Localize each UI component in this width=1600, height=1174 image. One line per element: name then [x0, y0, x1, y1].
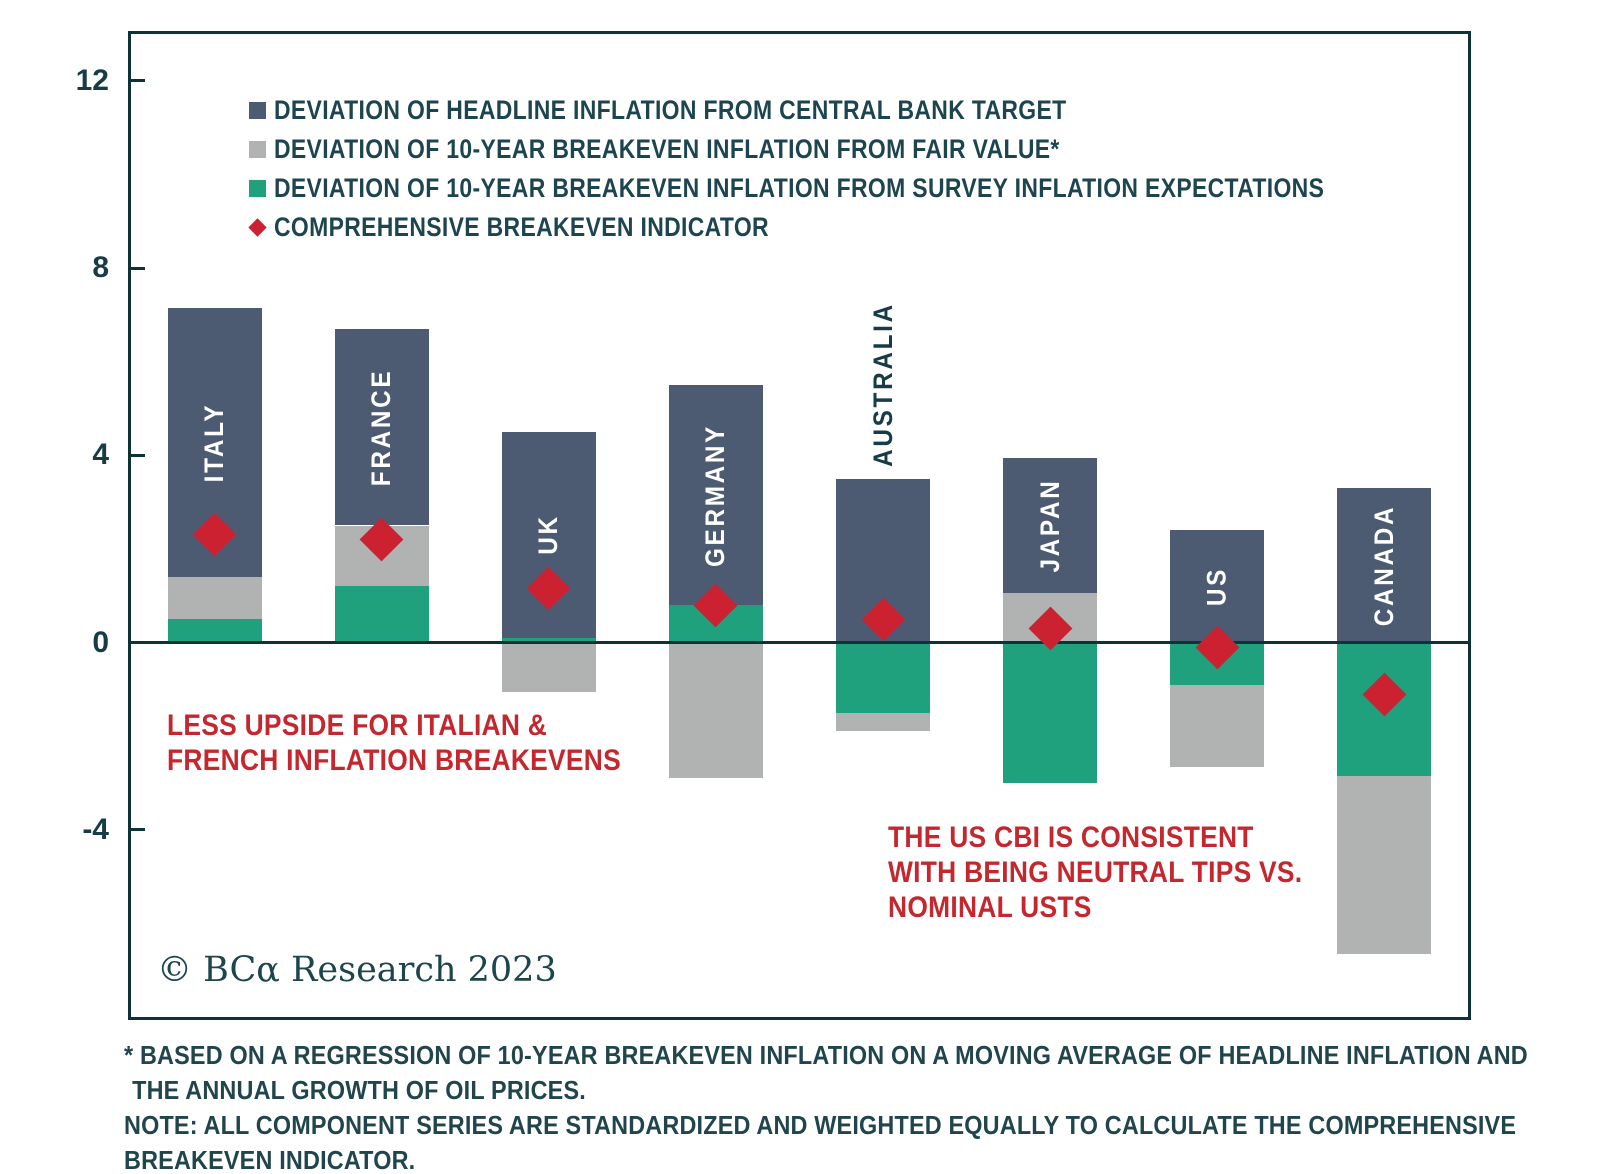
footnote-asterisk-line2: THE ANNUAL GROWTH OF OIL PRICES.: [132, 1075, 586, 1105]
country-label-uk: UK: [533, 514, 564, 556]
legend-label-fair_value: DEVIATION OF 10-YEAR BREAKEVEN INFLATION…: [274, 133, 1060, 164]
bar-segment-headline-japan: [1003, 457, 1098, 594]
annotation-1: LESS UPSIDE FOR ITALIAN & FRENCH INFLATIO…: [167, 708, 621, 778]
legend-item-fair_value: DEVIATION OF 10-YEAR BREAKEVEN INFLATION…: [249, 134, 1510, 164]
country-label-canada: CANADA: [1368, 504, 1399, 627]
bar-segment-fair_value-canada: [1337, 775, 1432, 954]
legend-item-survey: DEVIATION OF 10-YEAR BREAKEVEN INFLATION…: [249, 173, 1510, 203]
bar-segment-fair_value-australia: [836, 712, 931, 732]
annotation-2-line: THE US CBI IS CONSISTENT: [888, 821, 1254, 854]
y-tick-label--4: -4: [82, 812, 109, 846]
y-tick-mark-8: [131, 266, 145, 270]
y-tick-label-4: 4: [92, 438, 109, 472]
legend-swatch-fair_value: [249, 140, 266, 158]
country-label-australia: AUSTRALIA: [867, 301, 898, 467]
plot-area: DEVIATION OF HEADLINE INFLATION FROM CEN…: [76, 31, 1471, 1020]
bar-segment-fair_value-us: [1170, 684, 1265, 767]
y-tick-label-12: 12: [75, 63, 109, 97]
legend-swatch-survey: [249, 179, 266, 197]
y-tick-mark-4: [131, 453, 145, 457]
footnote-asterisk-line1: * BASED ON A REGRESSION OF 10-YEAR BREAK…: [124, 1040, 1528, 1070]
legend-label-cbi: COMPREHENSIVE BREAKEVEN INDICATOR: [274, 211, 769, 242]
legend-label-headline: DEVIATION OF HEADLINE INFLATION FROM CEN…: [274, 94, 1067, 125]
y-tick-mark-12: [131, 79, 145, 83]
country-label-germany: GERMANY: [700, 423, 731, 567]
legend-item-cbi: COMPREHENSIVE BREAKEVEN INDICATOR: [248, 211, 1510, 242]
annotation-2: THE US CBI IS CONSISTENT WITH BEING NEUTR…: [888, 820, 1302, 925]
bar-segment-fair_value-germany: [668, 642, 763, 779]
footnote-note-line2: BREAKEVEN INDICATOR.: [124, 1145, 416, 1174]
bar-segment-survey-japan: [1003, 642, 1098, 783]
country-label-us: US: [1201, 566, 1232, 606]
y-tick-label-0: 0: [92, 625, 109, 659]
bar-segment-fair_value-uk: [501, 642, 596, 692]
footnotes: * BASED ON A REGRESSION OF 10-YEAR BREAK…: [124, 1038, 1528, 1174]
annotation-1-line: LESS UPSIDE FOR ITALIAN &: [167, 709, 548, 742]
bar-segment-survey-france: [334, 586, 429, 643]
zero-axis-line: [131, 641, 1468, 645]
annotation-2-line: NOMINAL USTS: [888, 891, 1092, 924]
annotation-2-line: WITH BEING NEUTRAL TIPS VS.: [888, 856, 1303, 889]
legend: DEVIATION OF HEADLINE INFLATION FROM CEN…: [248, 95, 1510, 242]
bar-segment-survey-italy: [167, 619, 262, 643]
country-label-italy: ITALY: [198, 402, 229, 483]
legend-item-headline: DEVIATION OF HEADLINE INFLATION FROM CEN…: [249, 95, 1510, 125]
footnote-note-line1: NOTE: ALL COMPONENT SERIES ARE STANDARDI…: [124, 1110, 1517, 1140]
bar-segment-headline-us: [1170, 530, 1265, 643]
bar-segment-headline-germany: [668, 385, 763, 606]
copyright-note: © BCα Research 2023: [157, 950, 557, 990]
y-tick-mark--4: [131, 828, 145, 832]
bar-segment-survey-uk: [501, 637, 596, 643]
country-label-japan: JAPAN: [1034, 478, 1065, 573]
country-label-france: FRANCE: [365, 368, 396, 486]
legend-swatch-headline: [249, 101, 266, 119]
bar-segment-fair_value-italy: [167, 576, 262, 620]
bar-segment-headline-france: [334, 328, 429, 526]
legend-label-survey: DEVIATION OF 10-YEAR BREAKEVEN INFLATION…: [274, 172, 1325, 203]
bar-segment-survey-australia: [836, 642, 931, 713]
y-tick-mark-0: [131, 641, 145, 645]
legend-diamond-icon: [248, 217, 267, 237]
bar-segment-headline-canada: [1337, 488, 1432, 643]
annotation-1-line: FRENCH INFLATION BREAKEVENS: [167, 744, 621, 777]
y-tick-label-8: 8: [92, 251, 109, 285]
